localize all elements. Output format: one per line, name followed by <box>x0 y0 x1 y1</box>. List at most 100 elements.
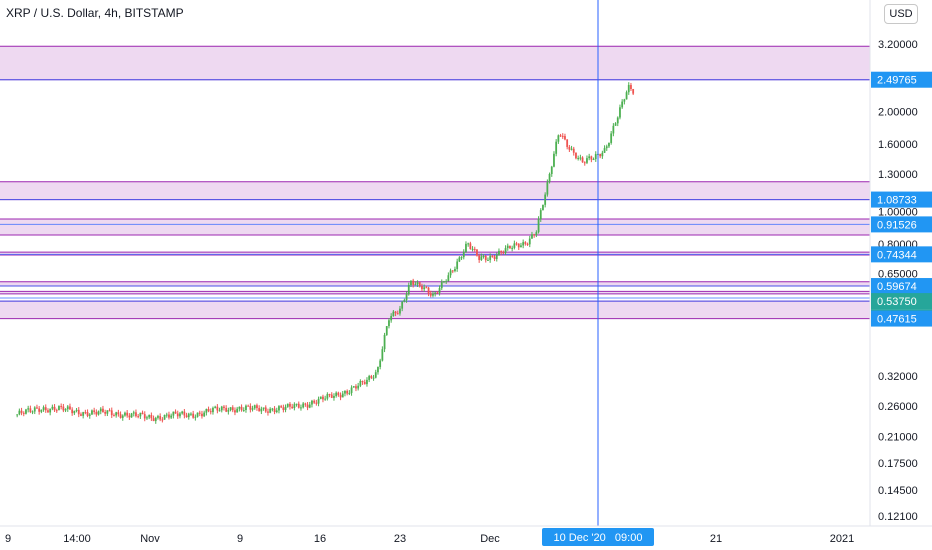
time-axis: 9 14:00 Nov 9 16 23 Dec 21 2021 <box>0 525 932 545</box>
candle-body-252 <box>570 148 573 150</box>
candle-body-202 <box>460 257 463 259</box>
candle-body-218 <box>495 255 498 259</box>
candle-body-141 <box>326 394 329 399</box>
candle-body-242 <box>548 173 551 183</box>
candle-body-269 <box>608 142 610 147</box>
candle-body-111 <box>260 408 263 412</box>
candle-body-120 <box>280 406 283 408</box>
candle-body-109 <box>256 405 258 409</box>
candle-body-247 <box>559 135 562 137</box>
current-price-label: 0.47615 <box>877 314 917 326</box>
candle-body-255 <box>577 157 580 159</box>
currency-button[interactable]: USD <box>884 4 918 24</box>
candle-body-279 <box>630 85 632 90</box>
candle-body-159 <box>366 379 368 385</box>
candle-body-71 <box>172 411 175 416</box>
candle-body-270 <box>610 133 613 143</box>
level-label-3-bg <box>871 246 932 263</box>
candle-body-110 <box>258 408 261 412</box>
candle-body-226 <box>513 243 516 248</box>
candle-body-256 <box>579 157 582 159</box>
candle-body-128 <box>297 403 300 408</box>
level-label-3: 0.74344 <box>877 249 917 261</box>
candle-body-155 <box>357 385 360 389</box>
candle-body-274 <box>619 107 621 118</box>
candle-body-54 <box>135 412 137 417</box>
candle-body-6 <box>29 408 32 412</box>
candle-body-276 <box>623 99 626 102</box>
candle-body-220 <box>500 250 503 253</box>
candle-body-161 <box>370 376 373 378</box>
candle-body-73 <box>176 413 179 417</box>
price-tick-4: 1.60000 <box>878 139 918 151</box>
candle-body-258 <box>583 162 586 164</box>
candle-body-259 <box>586 158 588 163</box>
candle-body-205 <box>467 243 470 245</box>
time-tick-8: 2021 <box>830 533 854 545</box>
candle-body-76 <box>183 411 186 416</box>
candle-body-28 <box>77 409 80 415</box>
candle-body-124 <box>289 403 291 407</box>
candle-body-272 <box>614 123 617 126</box>
candle-body-115 <box>269 408 272 413</box>
candle-body-36 <box>95 411 98 415</box>
candle-body-172 <box>394 311 397 314</box>
candle-body-96 <box>227 409 230 412</box>
crosshair-date-label-group: 10 Dec '20 09:00 <box>542 528 654 546</box>
candle-body-229 <box>520 245 522 248</box>
candle-body-67 <box>163 415 166 420</box>
candle-body-52 <box>130 413 133 418</box>
zone-1 <box>0 181 870 200</box>
candle-body-169 <box>388 320 390 327</box>
candle-body-49 <box>124 412 126 416</box>
candle-body-66 <box>161 419 164 421</box>
candle-body-125 <box>291 406 294 409</box>
candle-body-122 <box>284 406 287 410</box>
candle-body-280 <box>632 89 635 94</box>
candle-body-182 <box>416 282 419 285</box>
candle-body-216 <box>491 256 494 258</box>
candle-body-232 <box>526 243 529 245</box>
candle-body-89 <box>212 407 214 413</box>
candle-body-30 <box>82 412 85 416</box>
candle-body-83 <box>198 412 201 414</box>
candle-body-82 <box>196 412 199 417</box>
candle-body-10 <box>38 408 41 412</box>
candle-body-253 <box>572 148 575 153</box>
candle-body-192 <box>438 288 441 293</box>
candle-body-14 <box>47 410 49 413</box>
candle-body-275 <box>621 101 624 108</box>
candle-body-121 <box>282 407 285 410</box>
candle-body-63 <box>154 417 157 422</box>
candle-body-201 <box>458 257 461 262</box>
candle-body-72 <box>174 411 177 414</box>
candle-body-214 <box>487 259 489 261</box>
candle-body-184 <box>421 286 423 290</box>
candle-body-12 <box>42 407 45 410</box>
price-tick-11: 0.21000 <box>878 432 918 444</box>
candle-body-204 <box>465 243 467 252</box>
candle-body-243 <box>550 166 553 174</box>
candle-body-265 <box>599 153 602 157</box>
candle-body-50 <box>126 412 129 416</box>
candle-body-78 <box>187 413 190 418</box>
candle-body-164 <box>377 367 379 373</box>
price-tick-10: 0.26000 <box>878 401 918 413</box>
candle-body-211 <box>480 256 483 260</box>
candle-body-15 <box>49 408 52 413</box>
candle-body-108 <box>253 405 256 409</box>
candle-body-149 <box>344 390 346 394</box>
candle-body-87 <box>207 408 210 412</box>
candle-body-64 <box>157 416 159 418</box>
level-label-2: 0.91526 <box>877 219 917 231</box>
candle-body-79 <box>190 413 192 415</box>
candle-body-175 <box>401 301 404 309</box>
candle-body-273 <box>616 117 619 124</box>
candle-body-127 <box>295 403 298 405</box>
candle-body-114 <box>267 411 269 413</box>
candle-body-246 <box>557 135 560 142</box>
candle-body-130 <box>302 403 305 408</box>
price-tick-3: 2.00000 <box>878 107 918 119</box>
